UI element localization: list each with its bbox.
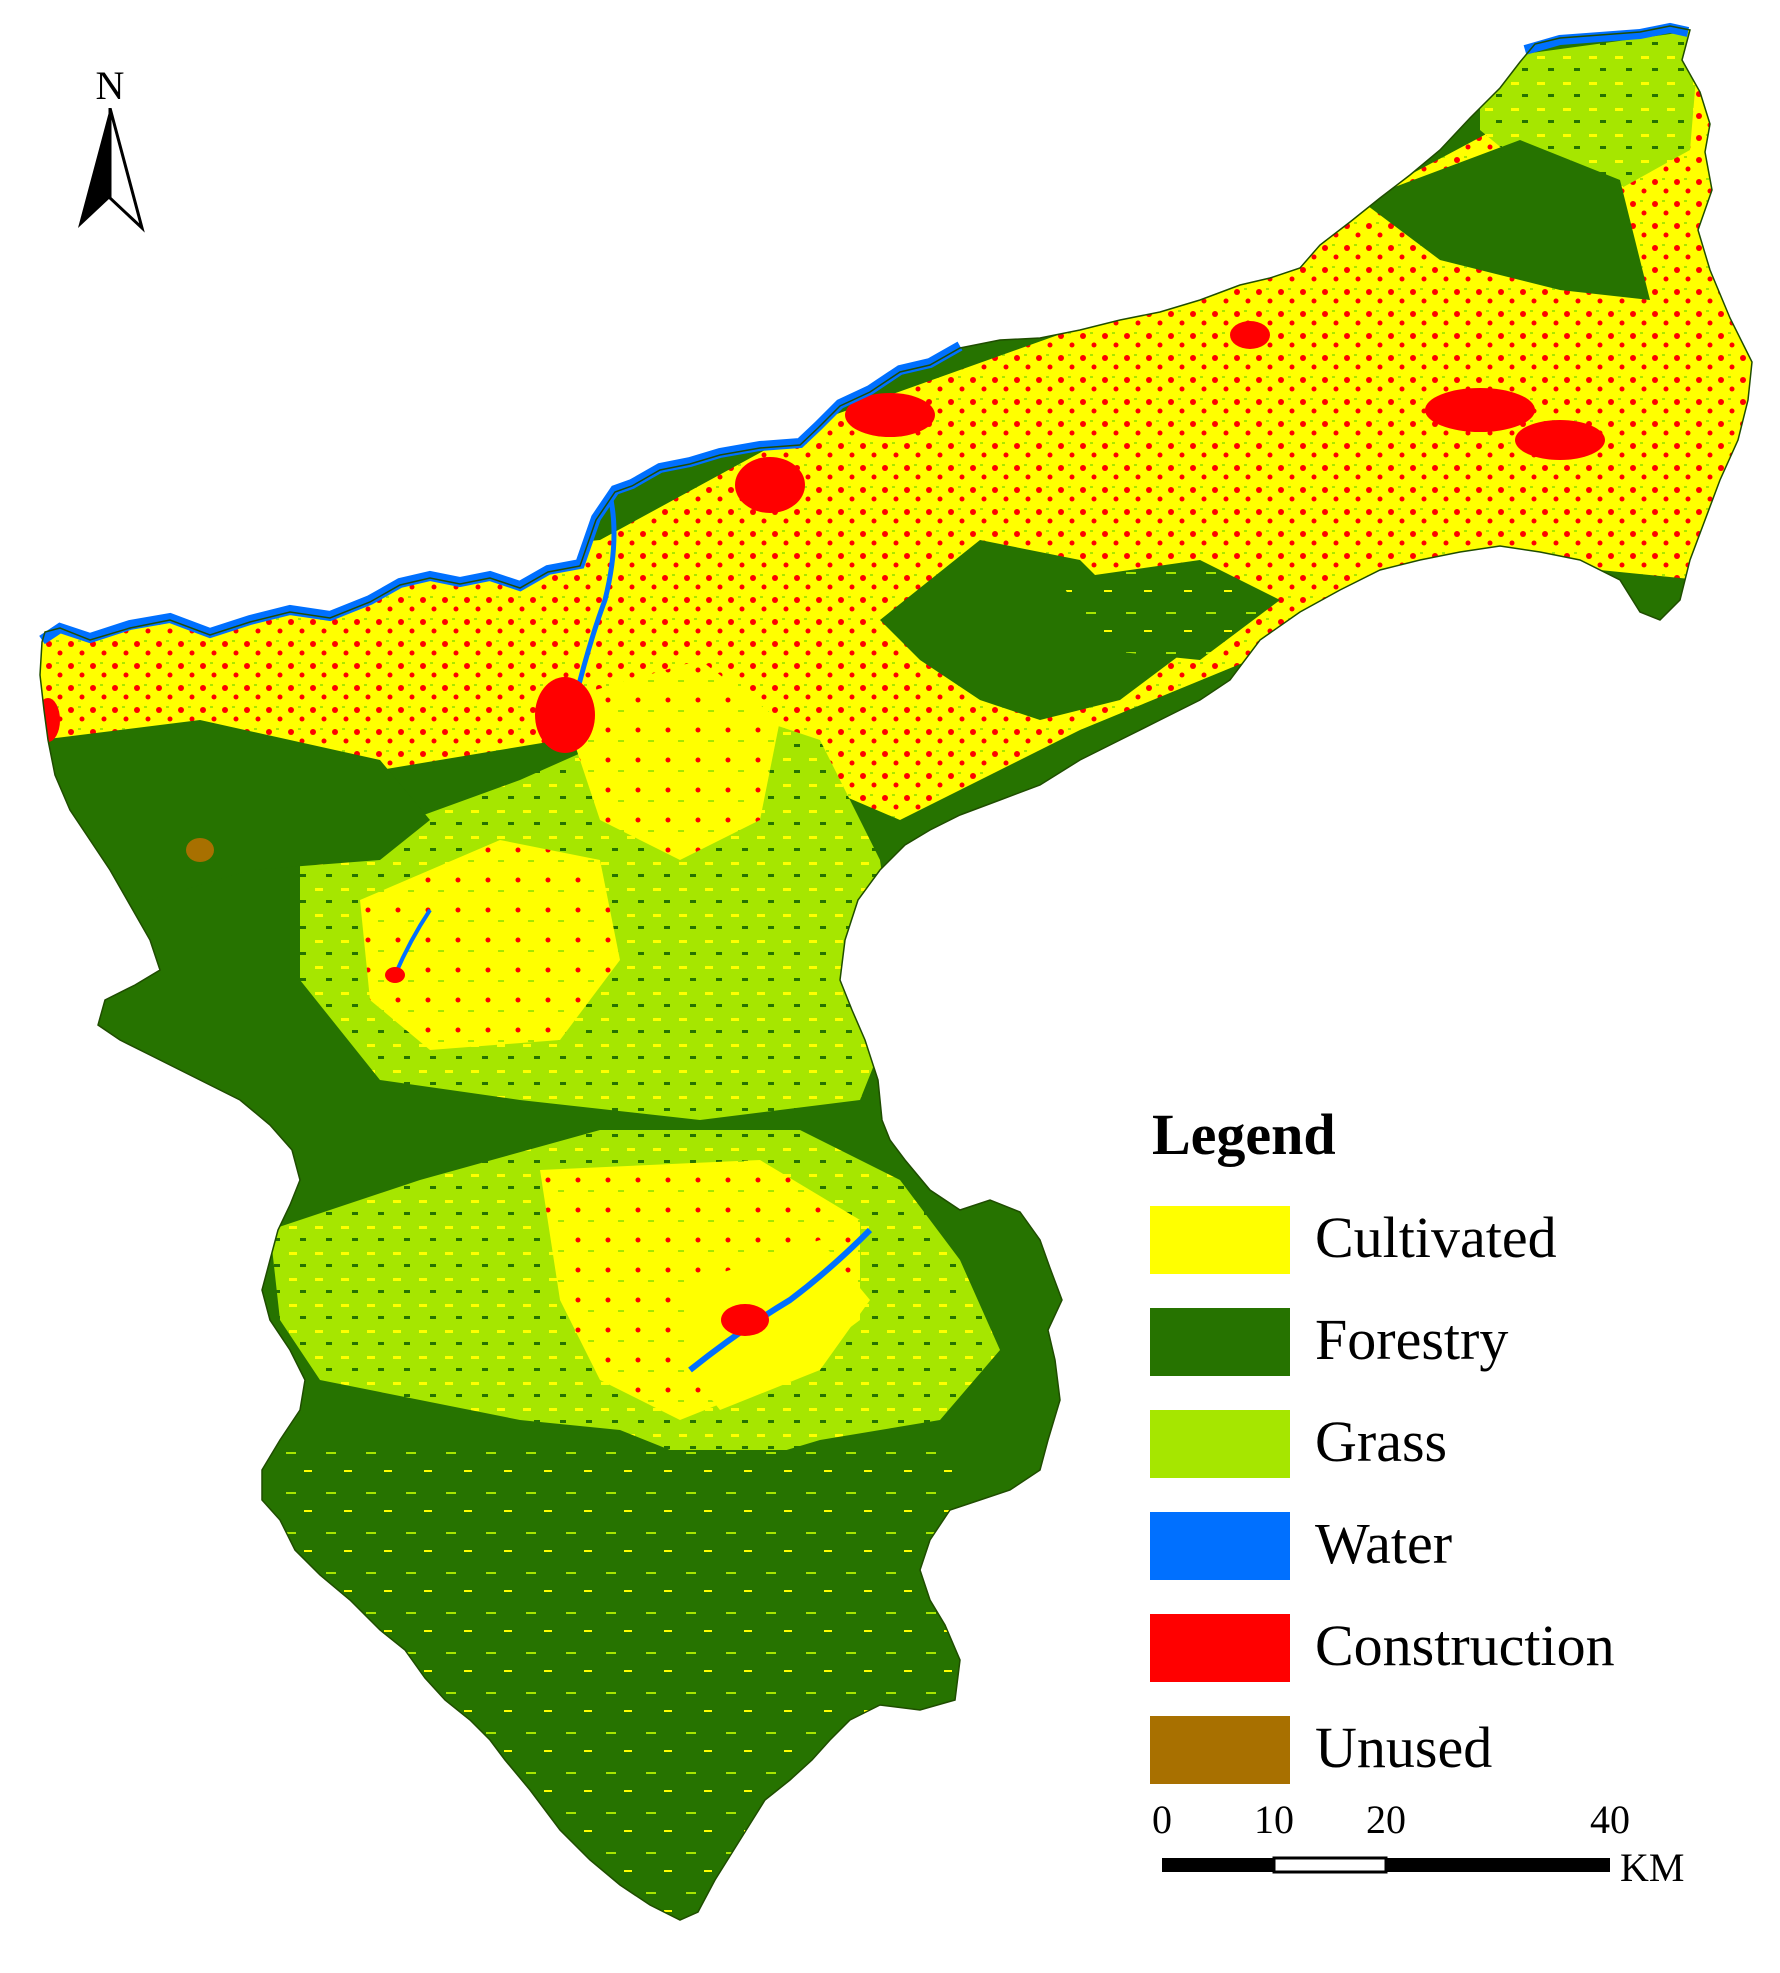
legend-label-water: Water (1315, 1511, 1453, 1576)
legend-label-forestry: Forestry (1315, 1307, 1509, 1372)
north-arrow-label: N (95, 63, 125, 108)
legend-swatch-unused (1150, 1716, 1290, 1784)
legend-label-construction: Construction (1315, 1613, 1615, 1678)
legend-swatch-forestry (1150, 1308, 1290, 1376)
scale-tick-20: 20 (1366, 1797, 1406, 1842)
legend-item-forestry: Forestry (1150, 1307, 1710, 1410)
scale-unit: KM (1620, 1845, 1685, 1890)
legend-title: Legend (1152, 1102, 1336, 1167)
legend-label-cultivated: Cultivated (1315, 1205, 1557, 1270)
scale-bar: 0 10 20 40 KM (1150, 1798, 1710, 1898)
scale-tick-0: 0 (1152, 1797, 1172, 1842)
legend-swatch-water (1150, 1512, 1290, 1580)
legend-swatch-grass (1150, 1410, 1290, 1478)
north-arrow-icon (78, 108, 145, 233)
legend-label-grass: Grass (1315, 1409, 1448, 1474)
scale-tick-10: 10 (1254, 1797, 1294, 1842)
legend: Legend Cultivated Forestry Grass Water C… (1150, 1100, 1710, 1818)
legend-swatch-construction (1150, 1614, 1290, 1682)
northern-river (39, 341, 963, 645)
northeast-river (1523, 22, 1690, 55)
legend-item-unused: Unused (1150, 1715, 1710, 1818)
legend-label-unused: Unused (1315, 1715, 1493, 1780)
legend-item-construction: Construction (1150, 1613, 1710, 1716)
legend-item-cultivated: Cultivated (1150, 1205, 1710, 1308)
scale-bar-graphic (1162, 1856, 1610, 1874)
scale-tick-40: 40 (1590, 1797, 1630, 1842)
legend-item-water: Water (1150, 1511, 1710, 1614)
legend-swatch-cultivated (1150, 1206, 1290, 1274)
legend-item-grass: Grass (1150, 1409, 1710, 1512)
north-arrow: N (70, 66, 150, 236)
